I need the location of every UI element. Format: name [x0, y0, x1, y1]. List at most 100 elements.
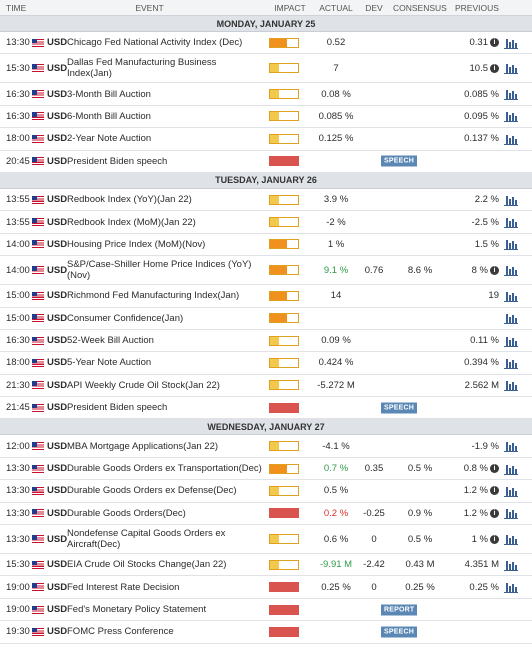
bar-chart-icon[interactable] [504, 133, 518, 145]
us-flag-icon [32, 509, 44, 518]
event-row[interactable]: 14:00 USD Housing Price Index (MoM)(Nov) 1 … [0, 234, 532, 257]
event-name[interactable]: Durable Goods Orders(Dec) [67, 507, 186, 519]
info-icon[interactable]: i [490, 464, 499, 474]
event-row[interactable]: 16:30 USD 52-Week Bill Auction 0.09 % 0.11 % [0, 330, 532, 353]
event-row[interactable]: 18:00 USD 5-Year Note Auction 0.424 % 0.394 … [0, 352, 532, 375]
event-name[interactable]: Durable Goods Orders ex Defense(Dec) [67, 485, 237, 497]
event-name[interactable]: President Biden speech [67, 402, 168, 414]
event-row[interactable]: 15:30 USD Dallas Fed Manufacturing Busines… [0, 54, 532, 84]
event-row[interactable]: 16:30 USD 3-Month Bill Auction 0.08 % 0.085 … [0, 83, 532, 106]
event-row[interactable]: 13:30 USD Durable Goods Orders(Dec) 0.2 % -0… [0, 503, 532, 526]
info-icon[interactable]: i [490, 38, 499, 48]
event-name[interactable]: S&P/Case-Shiller Home Price Indices (YoY… [67, 259, 252, 282]
bar-chart-icon[interactable] [504, 379, 518, 392]
header-time[interactable]: TIME [6, 2, 27, 13]
event-name[interactable]: Redbook Index (YoY)(Jan 22) [67, 194, 192, 206]
event-name[interactable]: API Weekly Crude Oil Stock(Jan 22) [67, 379, 220, 391]
event-name[interactable]: EIA Crude Oil Stocks Change(Jan 22) [67, 559, 227, 571]
consensus-value: 0.9 % [407, 507, 433, 519]
speech-badge[interactable]: SPEECH [381, 155, 417, 167]
event-row[interactable]: 13:55 USD Redbook Index (YoY)(Jan 22) 3.9 %… [0, 189, 532, 212]
event-row[interactable]: 13:30 USD Durable Goods Orders ex Transpor… [0, 458, 532, 481]
info-icon[interactable]: i [490, 63, 499, 73]
event-name[interactable]: 6-Month Bill Auction [67, 110, 151, 122]
header-previous[interactable]: PREVIOUS [455, 2, 499, 13]
event-row[interactable]: 13:55 USD Redbook Index (MoM)(Jan 22) -2 % -… [0, 211, 532, 234]
event-name[interactable]: Fed's Monetary Policy Statement [67, 604, 207, 615]
event-row[interactable]: 15:00 USD Richmond Fed Manufacturing Index… [0, 285, 532, 308]
event-name[interactable]: MBA Mortgage Applications(Jan 22) [67, 440, 219, 452]
chart-cell [499, 312, 523, 325]
deviation-value: 0.76 [364, 264, 384, 276]
event-row[interactable]: 19:00 USD Fed Interest Rate Decision 0.25 %… [0, 576, 532, 599]
event-row[interactable]: 12:00 USD MBA Mortgage Applications(Jan 22… [0, 435, 532, 458]
event-row[interactable]: 13:30 USD Chicago Fed National Activity In… [0, 32, 532, 55]
bar-chart-icon[interactable] [504, 559, 518, 571]
bar-chart-icon[interactable] [504, 88, 518, 101]
header-dev[interactable]: DEV [365, 2, 383, 13]
bar-chart-icon[interactable] [504, 335, 518, 347]
bar-chart-icon[interactable] [504, 357, 518, 369]
event-name[interactable]: Redbook Index (MoM)(Jan 22) [67, 216, 196, 228]
event-name[interactable]: President Biden speech [67, 155, 168, 167]
header-event[interactable]: EVENT [135, 2, 164, 13]
event-time: 18:00 [6, 357, 30, 369]
bar-chart-icon[interactable] [504, 62, 518, 75]
event-name[interactable]: 2-Year Note Auction [67, 133, 152, 145]
event-row[interactable]: 19:30 USD FOMC Press Conference SPEECH [0, 621, 532, 644]
event-name[interactable]: Consumer Confidence(Jan) [67, 312, 184, 324]
impact-fill [270, 486, 280, 495]
event-row[interactable]: 21:45 USD President Biden speech SPEECH [0, 397, 532, 420]
impact-med-bar [269, 463, 299, 474]
bar-chart-icon[interactable] [504, 533, 518, 546]
info-icon[interactable]: i [490, 534, 499, 544]
event-name[interactable]: Fed Interest Rate Decision [67, 581, 180, 593]
bar-chart-icon[interactable] [504, 37, 518, 49]
bar-chart-icon[interactable] [504, 463, 518, 475]
event-name[interactable]: 52-Week Bill Auction [67, 335, 154, 347]
bar-chart-icon[interactable] [504, 581, 518, 594]
speech-badge[interactable]: SPEECH [381, 402, 417, 414]
event-name[interactable]: 5-Year Note Auction [67, 357, 152, 369]
actual-value: 0.125 % [318, 133, 354, 145]
report-badge[interactable]: REPORT [381, 604, 418, 615]
event-row[interactable]: 15:00 USD Consumer Confidence(Jan) [0, 308, 532, 330]
bar-chart-icon[interactable] [504, 216, 518, 229]
event-row[interactable]: 18:00 USD 2-Year Note Auction 0.125 % 0.137 … [0, 128, 532, 151]
event-row[interactable]: 14:00 USD S&P/Case-Shiller Home Price Indi… [0, 256, 532, 286]
bar-chart-icon[interactable] [504, 194, 518, 206]
event-name[interactable]: Durable Goods Orders ex Transportation(D… [67, 463, 262, 475]
event-name[interactable]: Nondefense Capital Goods Orders ex Aircr… [67, 528, 226, 551]
bar-chart-icon[interactable] [504, 264, 518, 277]
bar-chart-icon[interactable] [504, 485, 518, 497]
bar-chart-icon[interactable] [504, 238, 518, 251]
day-label: MONDAY, JANUARY 25 [216, 18, 316, 29]
event-name[interactable]: 3-Month Bill Auction [67, 88, 151, 100]
event-row[interactable]: 16:30 USD 6-Month Bill Auction 0.085 % 0.095… [0, 106, 532, 129]
event-name[interactable]: Richmond Fed Manufacturing Index(Jan) [67, 290, 240, 302]
previous-cell: 0.095 % [451, 111, 499, 122]
event-name[interactable]: Chicago Fed National Activity Index (Dec… [67, 37, 243, 49]
info-icon[interactable]: i [490, 486, 499, 496]
event-row[interactable]: 19:00 USD Fed's Monetary Policy Statement R… [0, 599, 532, 622]
event-name[interactable]: Housing Price Index (MoM)(Nov) [67, 238, 206, 250]
bar-chart-icon[interactable] [504, 440, 518, 453]
speech-badge[interactable]: SPEECH [381, 626, 417, 638]
bar-chart-icon[interactable] [504, 312, 518, 325]
info-icon[interactable]: i [490, 508, 499, 518]
event-row[interactable]: 13:30 USD Nondefense Capital Goods Orders … [0, 525, 532, 555]
bar-chart-icon[interactable] [504, 110, 518, 123]
event-row[interactable]: 21:30 USD API Weekly Crude Oil Stock(Jan 2… [0, 375, 532, 398]
event-row[interactable]: 15:30 USD EIA Crude Oil Stocks Change(Jan … [0, 554, 532, 577]
previous-value: -1.9 % [471, 440, 499, 452]
header-actual[interactable]: ACTUAL [319, 2, 353, 13]
header-consensus[interactable]: CONSENSUS [393, 2, 447, 13]
event-row[interactable]: 20:45 USD President Biden speech SPEECH [0, 151, 532, 173]
info-icon[interactable]: i [490, 265, 499, 275]
bar-chart-icon[interactable] [504, 290, 518, 302]
event-row[interactable]: 13:30 USD Durable Goods Orders ex Defense(… [0, 480, 532, 503]
event-name[interactable]: FOMC Press Conference [67, 626, 174, 638]
bar-chart-icon[interactable] [504, 507, 518, 520]
header-impact[interactable]: IMPACT [274, 2, 306, 13]
event-name[interactable]: Dallas Fed Manufacturing Business Index(… [67, 57, 217, 80]
